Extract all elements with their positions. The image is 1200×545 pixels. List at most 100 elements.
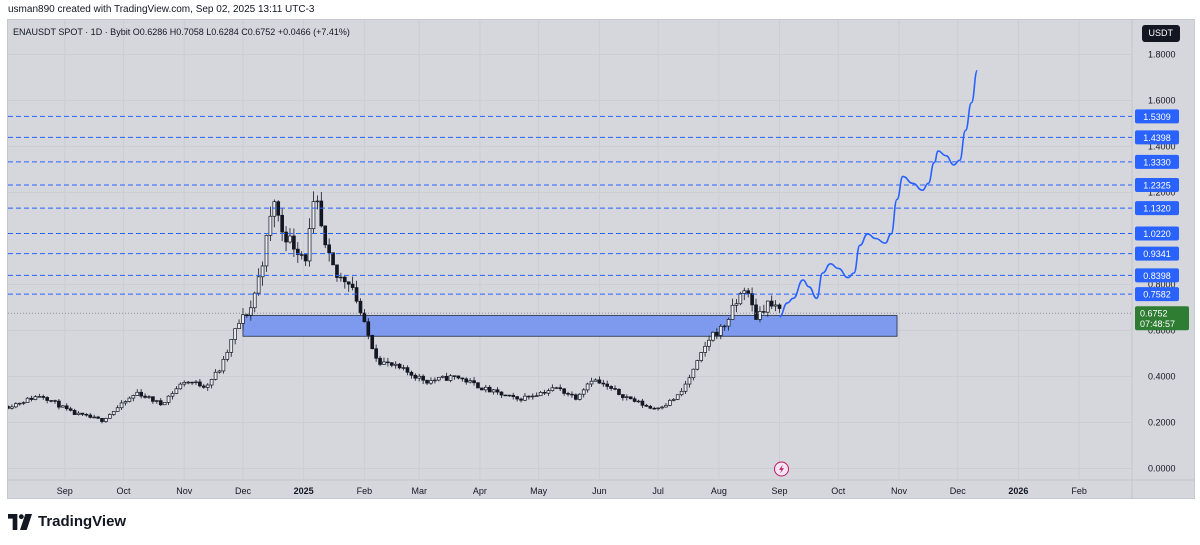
candle-body xyxy=(299,254,304,256)
candle-body xyxy=(597,379,602,384)
candles-group xyxy=(8,191,782,424)
candle-body xyxy=(378,357,382,365)
level-badge-label: 1.1320 xyxy=(1143,204,1171,214)
candle-body xyxy=(707,339,711,347)
candle-body xyxy=(68,408,73,411)
candle-body xyxy=(726,319,731,327)
chart-panel[interactable]: Sep Oct Nov Dec 2025 Feb Mar Apr May Jun Jul Aug Sep… xyxy=(7,19,1195,499)
y-tick-label: 0.6000 xyxy=(1148,326,1176,336)
candle-body xyxy=(14,403,18,408)
candle-body xyxy=(280,214,284,233)
candle-body xyxy=(530,395,535,398)
candle-body xyxy=(80,412,85,415)
y-tick-label: 1.2000 xyxy=(1148,188,1176,198)
candle-body xyxy=(401,367,406,369)
lightning-icon[interactable] xyxy=(773,461,789,477)
candle-body xyxy=(335,264,339,278)
candle-body xyxy=(84,414,89,416)
level-badge-label: 1.4398 xyxy=(1143,133,1171,143)
x-tick-label: Mar xyxy=(411,486,427,496)
level-badge xyxy=(1135,226,1179,241)
candle-body xyxy=(366,321,371,336)
candle-body xyxy=(668,400,672,406)
candle-body xyxy=(135,391,140,396)
candle-body xyxy=(307,228,312,262)
candle-body xyxy=(777,304,782,309)
candle-body xyxy=(636,400,641,403)
candle-body xyxy=(660,406,664,409)
candle-body xyxy=(45,397,49,401)
candle-body xyxy=(143,395,147,398)
candle-body xyxy=(472,380,476,384)
candle-body xyxy=(61,405,65,408)
candle-body xyxy=(202,385,206,388)
x-tick-label: Oct xyxy=(117,486,132,496)
lightning-icon-bolt xyxy=(778,464,784,474)
candle-body xyxy=(483,386,488,391)
candle-body xyxy=(162,402,167,406)
candle-body xyxy=(436,376,441,381)
candle-body xyxy=(613,388,617,390)
candle-body xyxy=(413,374,418,379)
candle-body xyxy=(699,352,704,361)
candle-body xyxy=(29,397,34,400)
level-badge-label: 0.8398 xyxy=(1143,271,1171,281)
level-badge xyxy=(1135,130,1179,145)
candle-body xyxy=(350,283,355,288)
candle-body xyxy=(260,265,265,278)
candle-body xyxy=(53,400,57,402)
candle-body xyxy=(303,254,308,262)
candle-body xyxy=(605,383,610,387)
candle-body xyxy=(88,414,93,418)
candle-body xyxy=(311,201,316,230)
y-tick-label: 0.0000 xyxy=(1148,464,1176,474)
candle-body xyxy=(519,398,523,401)
currency-button[interactable]: USDT xyxy=(1141,25,1180,42)
price-chart[interactable]: Sep Oct Nov Dec 2025 Feb Mar Apr May Jun Jul Aug Sep… xyxy=(8,20,1195,499)
candle-body xyxy=(374,348,378,359)
candle-body xyxy=(147,396,151,398)
last-price-badge xyxy=(1135,306,1189,331)
candle-body xyxy=(64,405,69,410)
candle-body xyxy=(609,386,613,389)
candle-body xyxy=(241,314,245,324)
candle-body xyxy=(703,345,707,353)
candle-body xyxy=(429,380,433,384)
x-tick-label: Apr xyxy=(473,486,487,496)
candle-body xyxy=(452,375,457,377)
candle-body xyxy=(198,381,202,387)
candle-body xyxy=(284,231,288,243)
candle-body xyxy=(346,281,351,285)
candle-body xyxy=(742,290,747,294)
candle-body xyxy=(21,402,26,404)
x-tick-label: Jun xyxy=(592,486,607,496)
candle-body xyxy=(127,397,132,402)
candle-body xyxy=(245,314,249,316)
candle-body xyxy=(758,311,762,320)
plot-background xyxy=(8,20,1194,498)
candle-body xyxy=(769,300,774,307)
candle-body xyxy=(41,396,46,398)
x-tick-label: Oct xyxy=(831,486,846,496)
candle-body xyxy=(491,389,496,393)
tradingview-brand[interactable]: TradingView xyxy=(8,513,126,530)
candle-body xyxy=(151,396,155,402)
candle-body xyxy=(178,383,183,390)
y-tick-label: 1.6000 xyxy=(1148,96,1176,106)
x-tick-label: Jul xyxy=(652,486,664,496)
candle-body xyxy=(268,215,273,236)
candle-body xyxy=(480,387,484,391)
candle-body xyxy=(542,392,547,394)
x-tick-label: Nov xyxy=(891,486,908,496)
x-tick-label: 2026 xyxy=(1008,486,1028,496)
candle-body xyxy=(342,276,347,283)
candle-body xyxy=(554,387,559,389)
candle-body xyxy=(562,388,566,394)
candle-body xyxy=(389,362,394,366)
candle-body xyxy=(393,363,398,366)
candle-body xyxy=(683,383,688,392)
brand-name: TradingView xyxy=(38,513,127,530)
x-tick-label: Sep xyxy=(772,486,788,496)
candle-body xyxy=(10,406,14,409)
candle-body xyxy=(468,380,472,383)
